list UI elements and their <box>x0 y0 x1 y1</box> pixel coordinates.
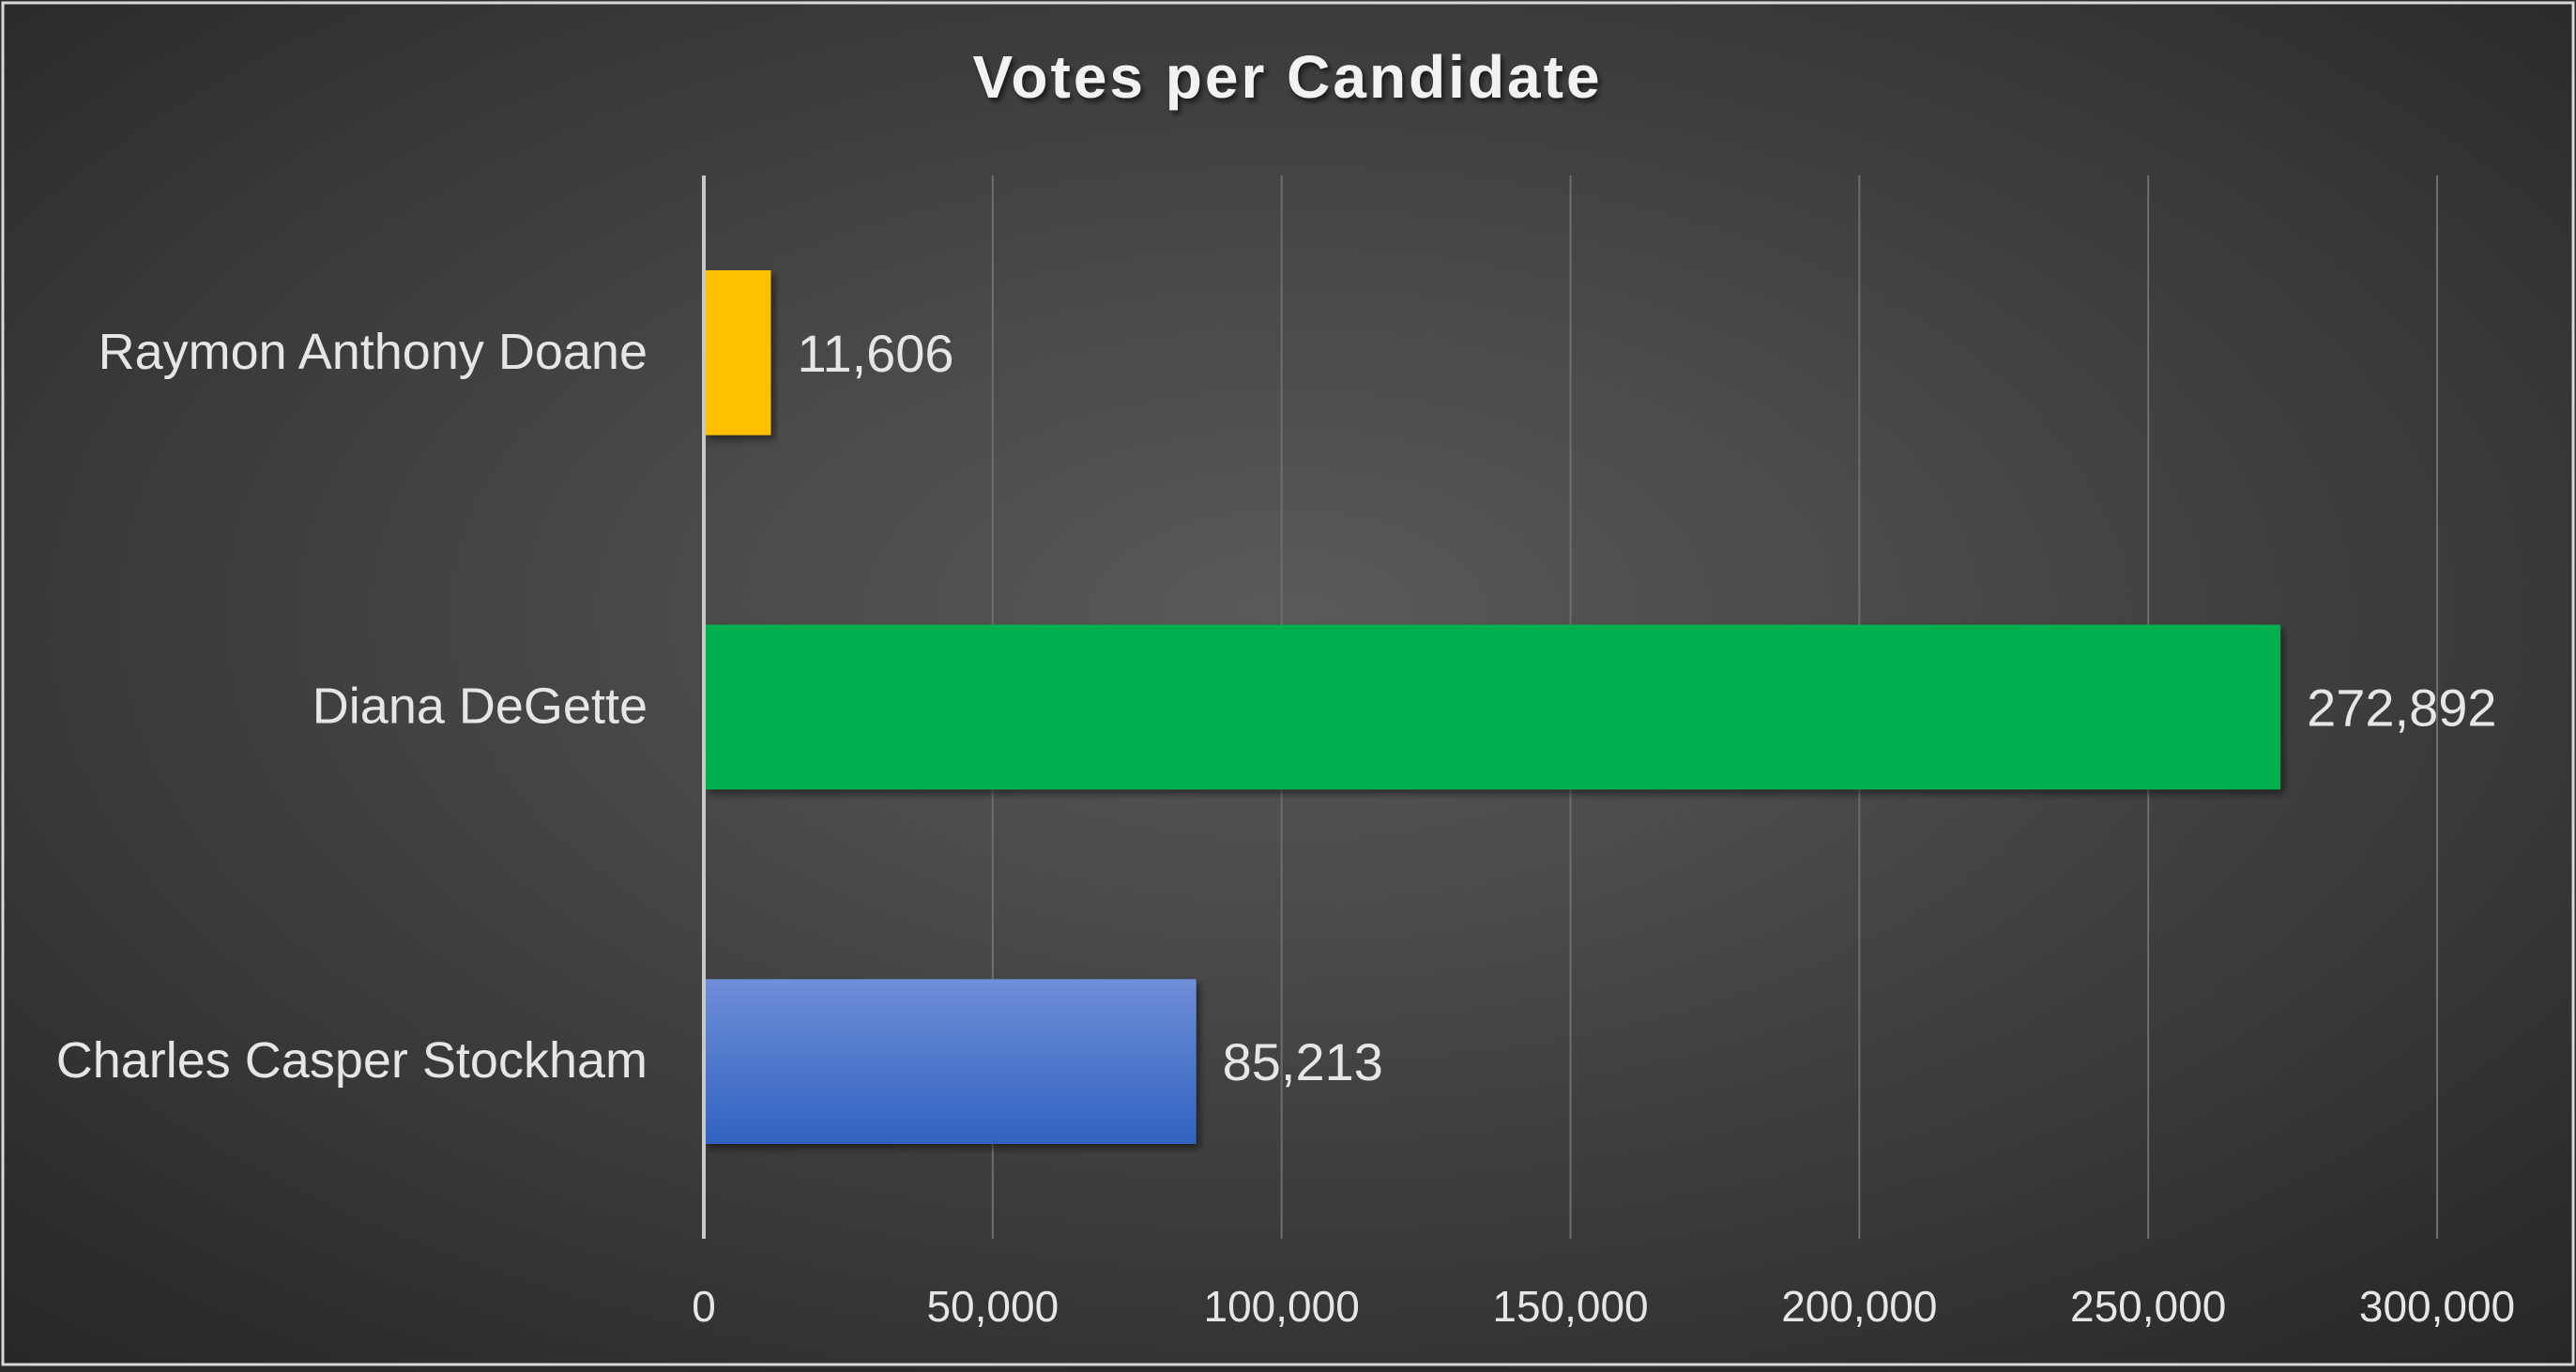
data-label: 272,892 <box>2307 678 2496 738</box>
data-labels: 11,606 272,892 85,213 <box>797 324 2496 1091</box>
x-tick-label: 200,000 <box>1781 1282 1937 1331</box>
x-tick-label: 300,000 <box>2359 1282 2515 1331</box>
bars <box>704 270 2281 1144</box>
x-tick-label: 50,000 <box>926 1282 1059 1331</box>
bar <box>704 270 771 435</box>
category-label: Diana DeGette <box>312 678 648 735</box>
x-tick-label: 0 <box>692 1282 716 1331</box>
category-labels: Raymon Anthony Doane Diana DeGette Charles… <box>56 324 648 1089</box>
data-label: 11,606 <box>797 324 953 383</box>
bar <box>704 979 1197 1144</box>
x-tick-label: 250,000 <box>2070 1282 2226 1331</box>
data-label: 85,213 <box>1223 1032 1383 1091</box>
x-tick-label: 100,000 <box>1204 1282 1360 1331</box>
category-label: Charles Casper Stockham <box>56 1032 648 1089</box>
category-label: Raymon Anthony Doane <box>99 324 648 380</box>
x-axis-tick-labels: 0 50,000 100,000 150,000 200,000 250,000 300,0… <box>692 1282 2515 1331</box>
bar <box>704 624 2281 790</box>
x-tick-label: 150,000 <box>1492 1282 1648 1331</box>
chart-title: Votes per Candidate <box>972 43 1602 111</box>
